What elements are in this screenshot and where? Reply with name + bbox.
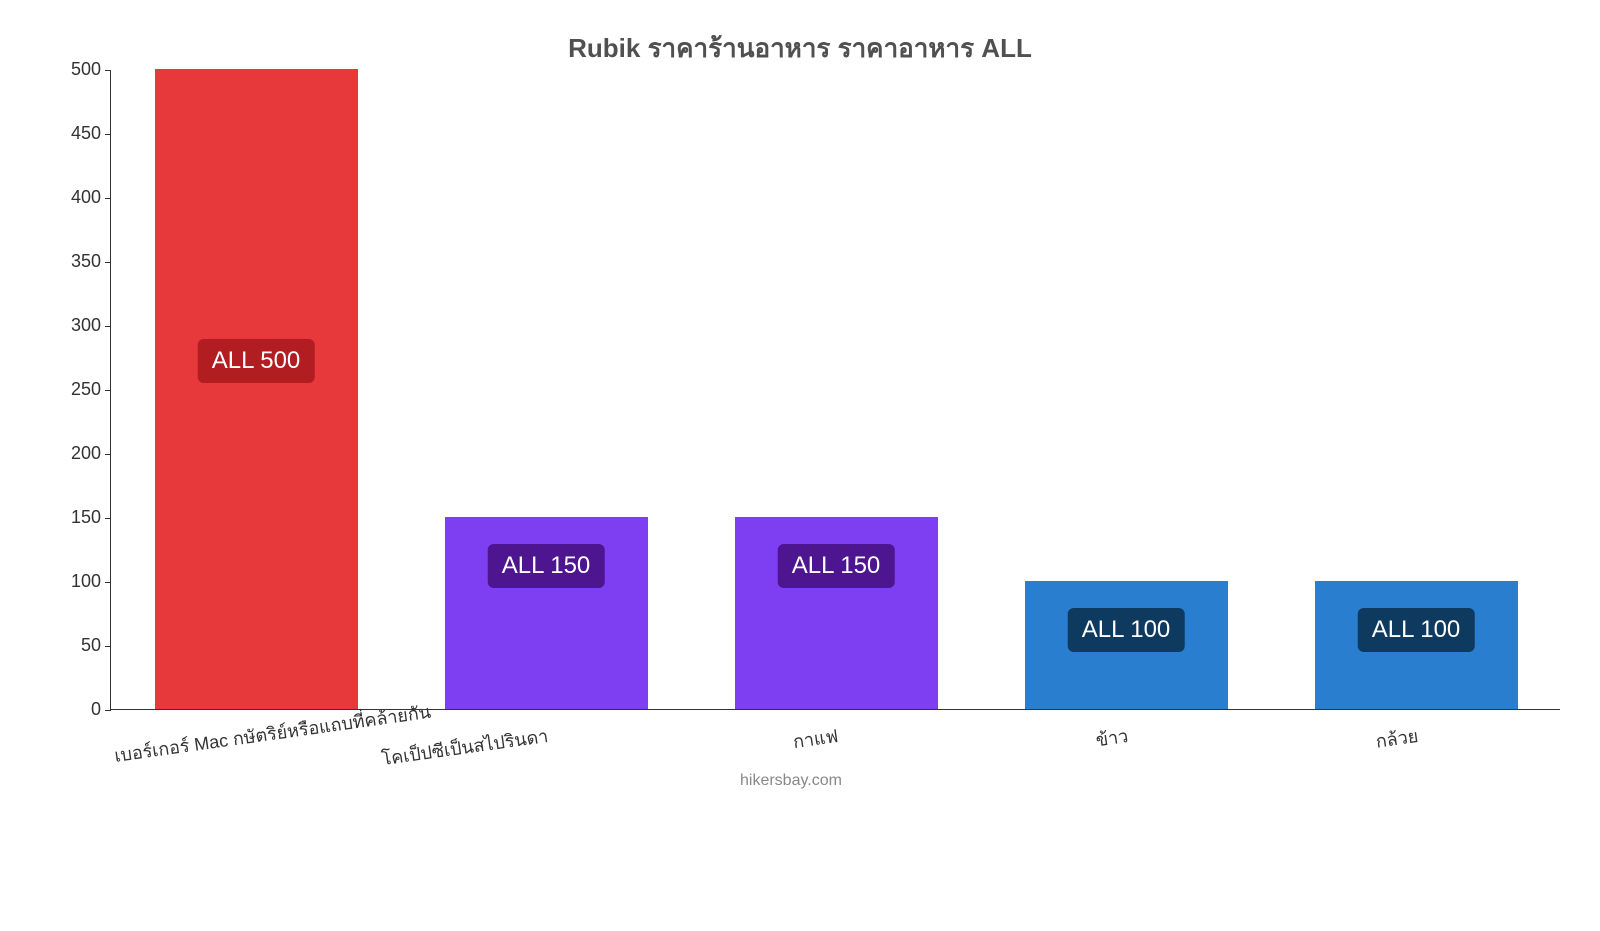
bar — [155, 69, 358, 709]
attribution-text: hikersbay.com — [740, 772, 842, 790]
bar-value-label: ALL 150 — [488, 544, 605, 588]
bars-layer: ALL 500 ALL 150 ALL 150 ALL 100 ALL 100 — [111, 70, 1560, 709]
bar-column: ALL 150 — [735, 69, 938, 709]
bar-value-label: ALL 500 — [198, 339, 315, 383]
y-tick-label: 50 — [81, 635, 111, 656]
bar-value-label: ALL 150 — [778, 544, 895, 588]
y-tick-label: 100 — [71, 571, 111, 592]
plot-area: ALL 500ALL 150ALL 150ALL 100ALL 100 0501… — [110, 70, 1560, 710]
y-tick-label: 150 — [71, 507, 111, 528]
bar-value-label: ALL 100 — [1358, 608, 1475, 652]
chart-title: Rubik ราคาร้านอาหาร ราคาอาหาร ALL — [0, 28, 1600, 69]
bar-column: ALL 100 — [1025, 69, 1228, 709]
bar-value-label: ALL 100 — [1068, 608, 1185, 652]
y-tick-label: 0 — [91, 699, 111, 720]
bar-column: ALL 100 — [1315, 69, 1518, 709]
y-tick-label: 500 — [71, 59, 111, 80]
y-tick-label: 400 — [71, 187, 111, 208]
y-tick-label: 300 — [71, 315, 111, 336]
y-tick-label: 250 — [71, 379, 111, 400]
y-tick-label: 350 — [71, 251, 111, 272]
bar-column: ALL 500 — [155, 69, 358, 709]
y-tick-label: 200 — [71, 443, 111, 464]
y-tick-label: 450 — [71, 123, 111, 144]
bar-column: ALL 150 — [445, 69, 648, 709]
x-category-label: เบอร์เกอร์ Mac กษัตริย์หรือแถบที่คล้ายกั… — [112, 721, 260, 770]
chart-container: Rubik ราคาร้านอาหาร ราคาอาหาร ALL ALL 50… — [0, 0, 1600, 800]
